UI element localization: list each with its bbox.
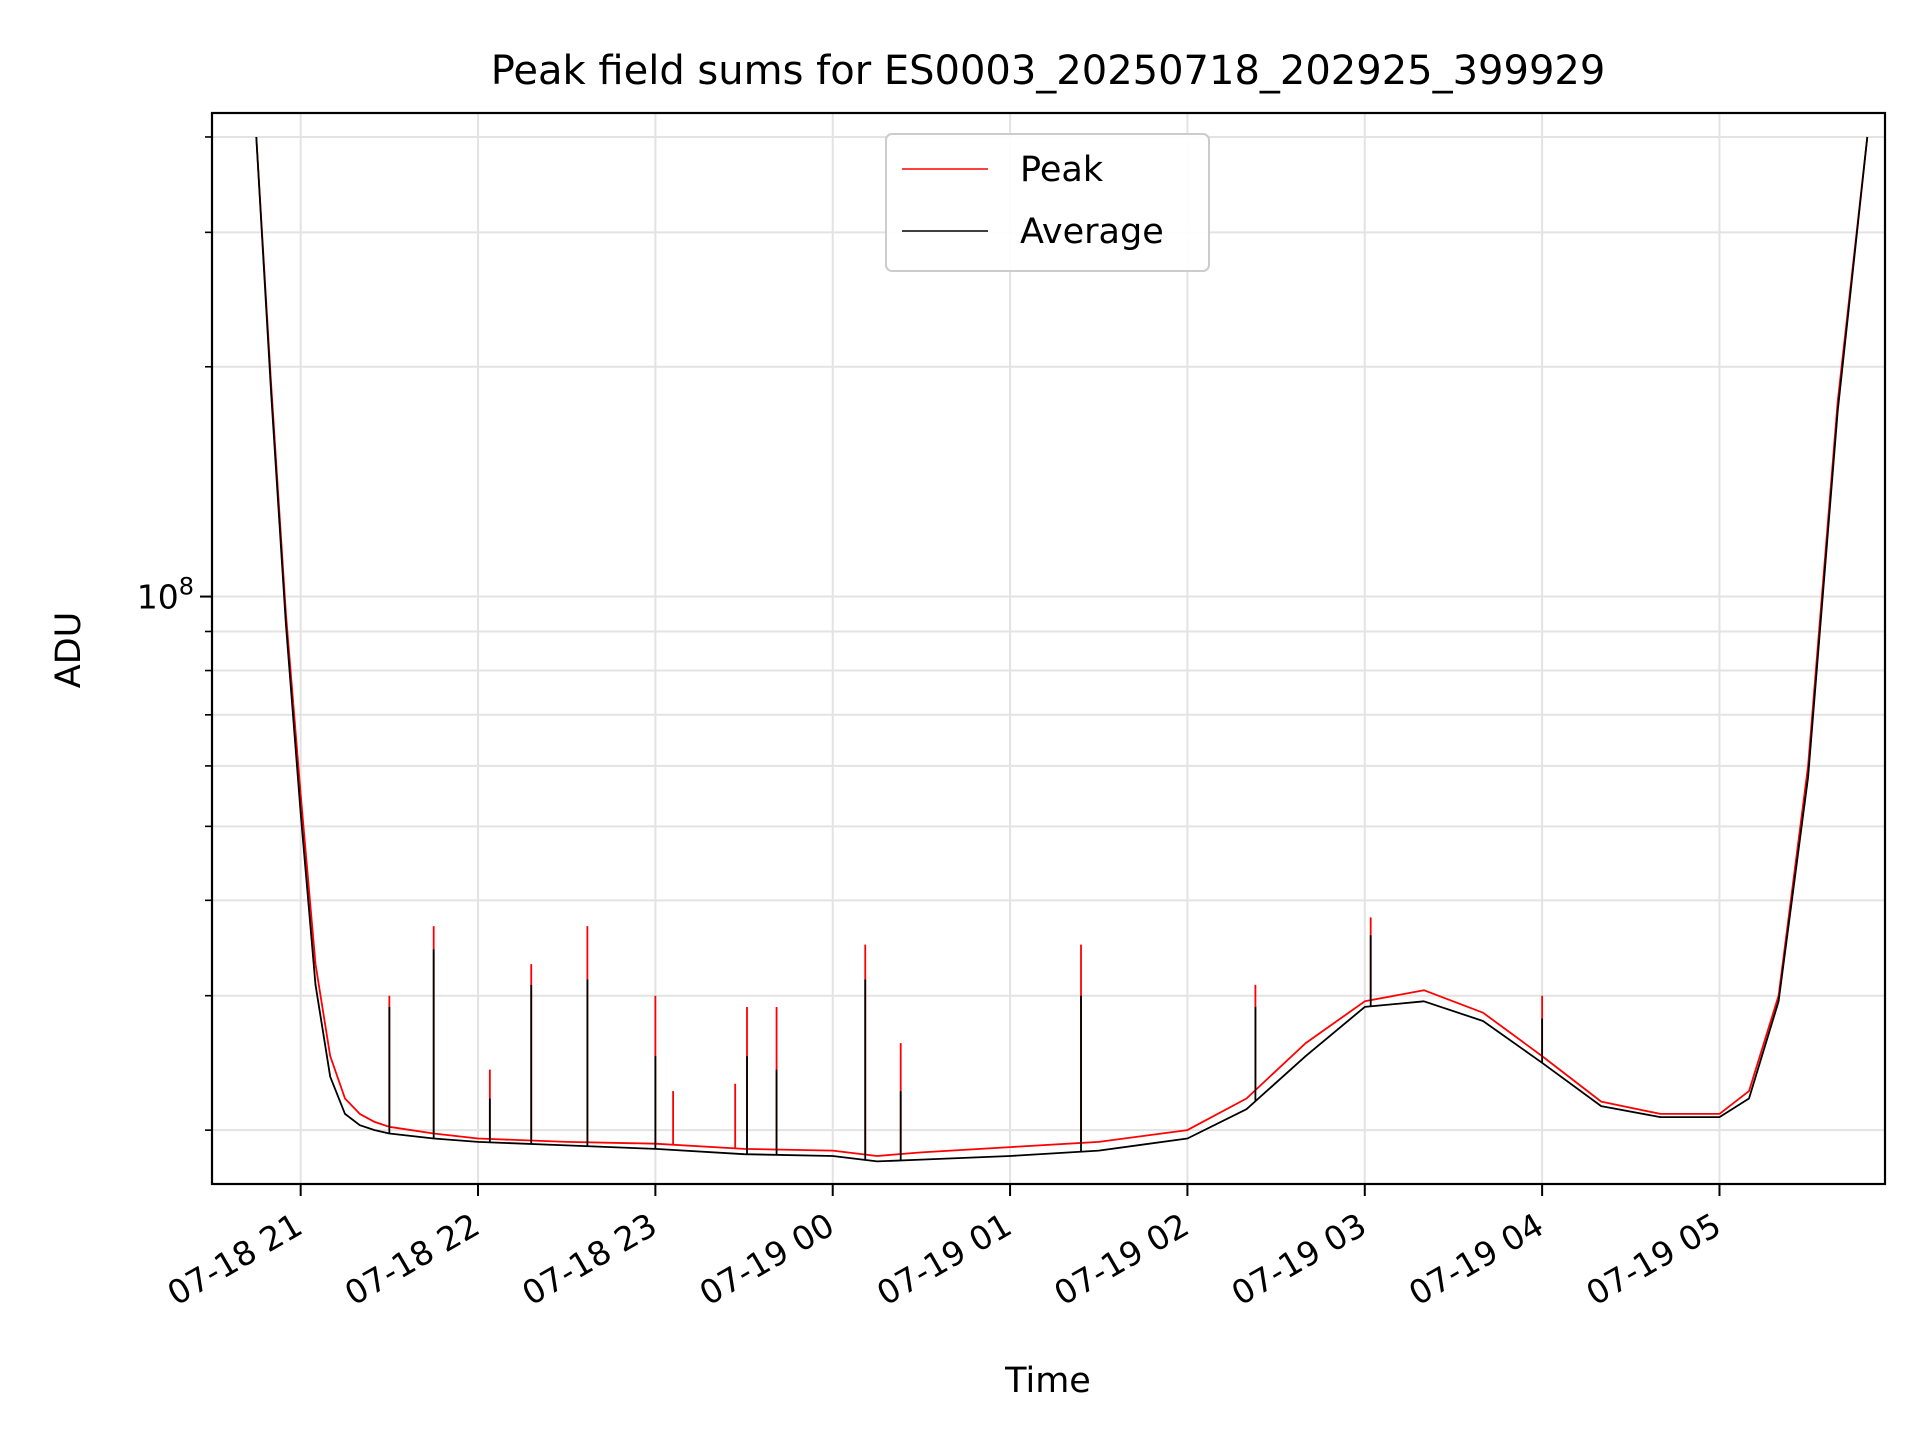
y-tick-layer: 108 xyxy=(137,136,212,1131)
series-line-peak xyxy=(255,136,1869,1157)
x-axis-label: Time xyxy=(1004,1361,1091,1401)
series-line-average xyxy=(255,136,1869,1163)
series-layer xyxy=(255,136,1869,1163)
y-tick-label: 108 xyxy=(137,573,194,617)
legend: Peak Average xyxy=(885,133,1210,272)
chart-title: Peak field sums for ES0003_20250718_2029… xyxy=(491,48,1606,94)
legend-label-average: Average xyxy=(1020,212,1164,252)
plot-clip xyxy=(255,136,1869,1163)
legend-label-peak: Peak xyxy=(1020,150,1104,190)
plot-frame xyxy=(210,111,1887,1186)
y-axis-label: ADU xyxy=(49,612,89,689)
grid-layer xyxy=(212,113,1885,1184)
